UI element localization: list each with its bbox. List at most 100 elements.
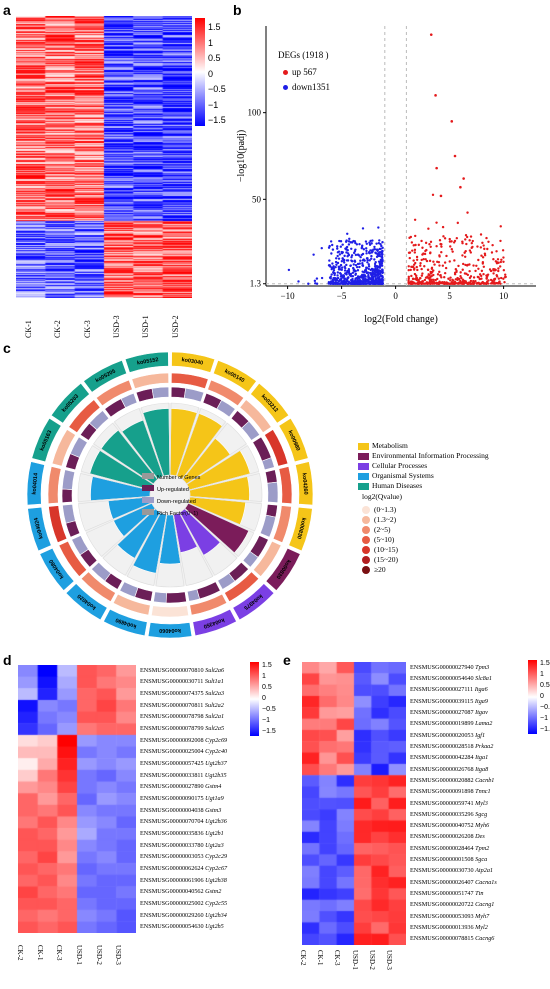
- gene-id: ENSMUSG00000004038: [140, 806, 204, 814]
- gene-id: ENSMUSG00000078798: [140, 713, 204, 721]
- volcano-up-point: [464, 263, 467, 267]
- volcano-down-point: [370, 276, 374, 280]
- volcano-up-point: [441, 264, 445, 267]
- circos-sector-ring: [27, 506, 52, 552]
- volcano-up-point: [419, 262, 422, 265]
- gene-id: ENSMUSG00000030730: [410, 867, 474, 875]
- volcano-up-point: [433, 263, 436, 266]
- volcano-up-point: [435, 166, 438, 170]
- volcano-up-point: [414, 277, 417, 281]
- volcano-down-point: [379, 243, 382, 246]
- gene-symbol: Igf1: [475, 731, 486, 739]
- gene-symbol: Itgav: [475, 708, 488, 716]
- circos-sector-ring: [103, 608, 148, 637]
- circos-sector-label: ko04260: [301, 473, 309, 495]
- volcano-x-tick-label: 5: [447, 291, 452, 301]
- circos-qvalue-ring: [95, 379, 133, 407]
- gene-symbol: Ugt2b38: [205, 876, 227, 884]
- volcano-up-point: [420, 267, 423, 271]
- volcano-up-point: [455, 236, 459, 240]
- volcano-down-point: [379, 247, 382, 251]
- volcano-up-point: [448, 240, 452, 243]
- volcano-down-point: [349, 282, 353, 285]
- gene-label: ENSMUSG00000026407 Cacna1s: [410, 879, 497, 886]
- volcano-down-point: [353, 259, 356, 262]
- volcano-down-point: [369, 239, 372, 243]
- volcano-down-point: [350, 256, 353, 259]
- volcano-up-point: [468, 269, 471, 273]
- volcano-down-point: [378, 250, 382, 254]
- gene-id: ENSMUSG00000030711: [140, 678, 204, 686]
- gene-id: ENSMUSG00000003053: [140, 853, 204, 861]
- volcano-down-point: [329, 240, 333, 243]
- gene-label: ENSMUSG00000027890 Gstm4: [140, 783, 221, 790]
- volcano-up-point: [448, 279, 452, 282]
- volcano-down-point: [339, 245, 343, 248]
- circos-grid-sector: [93, 422, 158, 485]
- volcano-down-point: [328, 264, 331, 267]
- circos-sector-ring: [192, 608, 237, 637]
- gene-label: ENSMUSG00000033780 Ugt2a3: [140, 842, 224, 849]
- volcano-up-point: [409, 281, 412, 284]
- volcano-down-point: [375, 242, 378, 245]
- volcano-down-point: [358, 242, 361, 246]
- gene-id: ENSMUSG00000078815: [410, 935, 474, 943]
- volcano-up-point: [499, 239, 502, 243]
- volcano-down-point: [358, 265, 361, 269]
- volcano-up-point: [479, 246, 483, 249]
- gene-id: ENSMUSG00000070810: [140, 666, 204, 674]
- volcano-down-point: [338, 239, 341, 243]
- circos-down-segment: [259, 514, 277, 538]
- down-dot-icon: [283, 85, 288, 91]
- heatmap-column-label: CK-2: [15, 945, 24, 961]
- volcano-up-point: [428, 259, 432, 263]
- circos-sector-label: ko04014: [32, 472, 40, 495]
- panel-letter-a: a: [3, 2, 11, 18]
- volcano-down-point: [297, 280, 300, 283]
- volcano-down-point: [361, 261, 364, 265]
- volcano-down-point: [365, 249, 368, 253]
- volcano-up-point: [482, 244, 485, 247]
- colorbar-d: [250, 662, 259, 736]
- volcano-down-point: [359, 259, 362, 262]
- colorbar-tick: −0.5: [262, 706, 276, 713]
- volcano-up-point: [414, 243, 417, 247]
- volcano-down-point: [328, 244, 331, 248]
- volcano-up-point: [443, 261, 447, 264]
- volcano-up-point: [499, 282, 502, 285]
- volcano-down-point: [343, 265, 346, 268]
- circos-up-segment: [135, 388, 155, 403]
- volcano-down-point: [345, 259, 349, 262]
- circos-down-segment: [151, 386, 170, 399]
- colorbar-tick: −1.5: [540, 726, 550, 733]
- volcano-up-point: [439, 194, 443, 198]
- circos-qvalue-ring: [58, 540, 88, 577]
- gene-label: ENSMUSG00000070811 Sult2a2: [140, 702, 224, 709]
- gene-symbol: Sult2a5: [205, 725, 225, 733]
- circos-sector-ring: [295, 461, 314, 506]
- volcano-up-point: [496, 282, 500, 285]
- colorbar-a-tick: −1: [208, 99, 219, 110]
- colorbar-a-tick: 0: [208, 68, 214, 79]
- volcano-down-point: [365, 266, 369, 269]
- volcano-up-point: [420, 274, 424, 277]
- gene-label: ENSMUSG00000057425 Ugt2b37: [140, 760, 227, 767]
- volcano-up-point: [427, 281, 431, 285]
- volcano-down-point: [341, 243, 344, 246]
- circos-qvalue-ring: [151, 605, 189, 618]
- volcano-down-point: [346, 232, 349, 235]
- gene-label: ENSMUSG00000061906 Ugt2b38: [140, 877, 227, 884]
- volcano-down-point: [313, 279, 317, 283]
- circos-up-segment: [65, 520, 81, 538]
- circos-qvalue-ring: [51, 429, 76, 467]
- volcano-down-point: [370, 254, 373, 258]
- heatmap-column-label: USD-2: [94, 945, 103, 965]
- circos-sector-ring: [232, 583, 275, 621]
- volcano-down-label: down1351: [292, 82, 330, 92]
- circos-sector-label: ko05152: [137, 357, 159, 366]
- qvalue-label: (10~15): [374, 545, 399, 554]
- volcano-up-point: [481, 256, 485, 259]
- volcano-up-point: [413, 251, 417, 254]
- circos-qvalue-ring: [239, 399, 272, 434]
- circos-up-segment: [196, 581, 221, 600]
